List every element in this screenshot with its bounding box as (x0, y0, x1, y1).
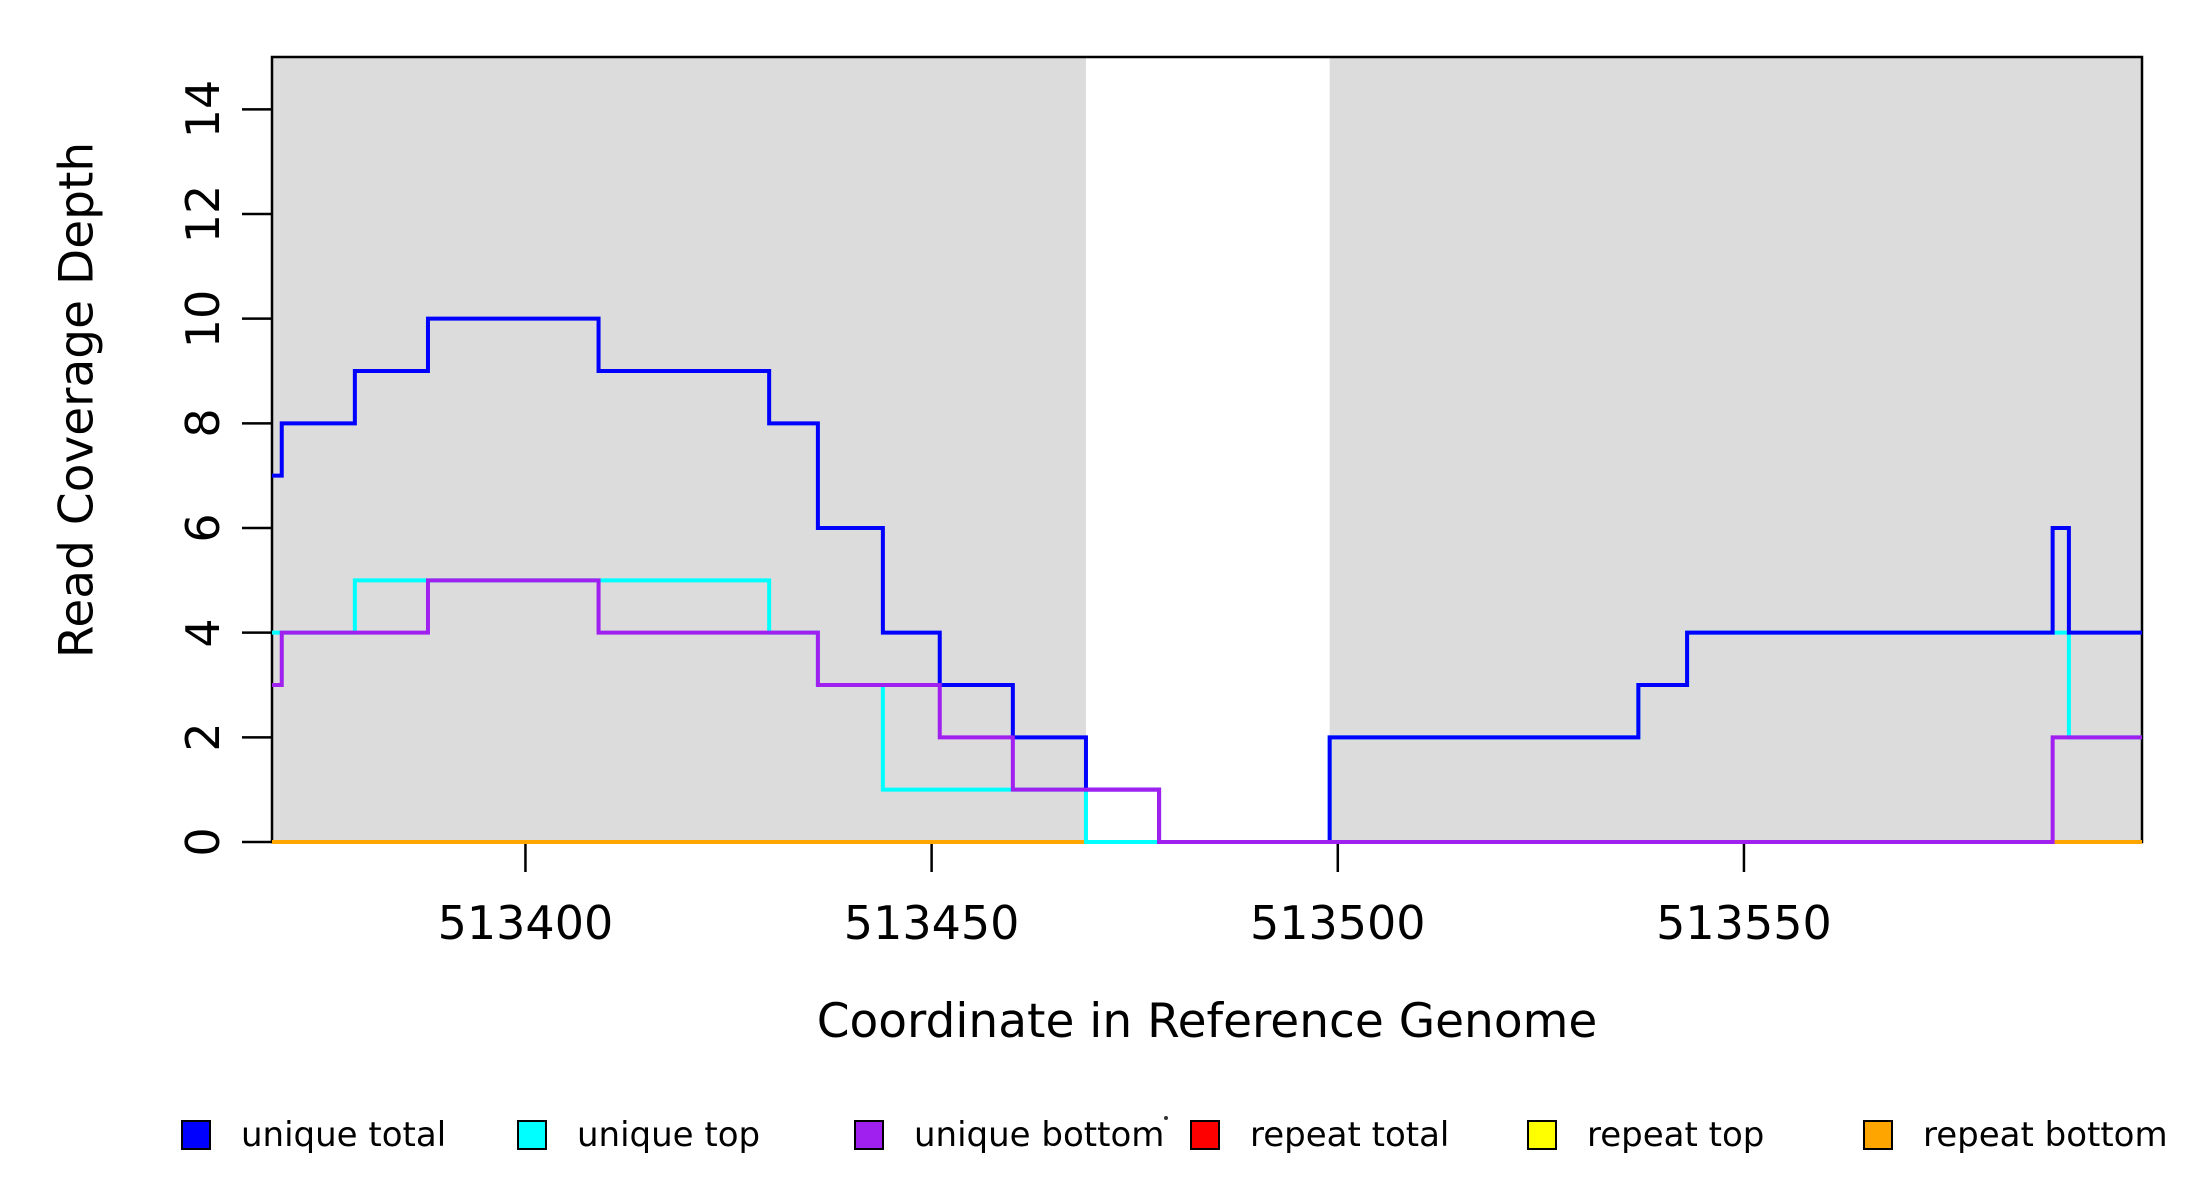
legend-swatch-icon (854, 1120, 884, 1150)
legend-label: unique top (577, 1115, 761, 1155)
x-tick-label: 513400 (437, 896, 614, 950)
x-axis-title: Coordinate in Reference Genome (816, 994, 1598, 1049)
legend-swatch-icon (1527, 1120, 1557, 1150)
y-tick-label: 14 (176, 80, 230, 139)
legend-label: repeat bottom (1923, 1115, 2168, 1155)
x-tick-label: 513450 (843, 896, 1020, 950)
legend-label: unique bottom (914, 1115, 1165, 1155)
legend-entry-unique-total: unique total (181, 1115, 447, 1155)
series-line-unique-bottom (272, 578, 2142, 844)
y-tick-label: 12 (176, 184, 230, 244)
legend-label: repeat top (1587, 1115, 1765, 1155)
y-tick-label: 10 (176, 289, 230, 348)
legend-swatch-icon (517, 1120, 547, 1150)
legend-entry-repeat-total: repeat total (1190, 1115, 1450, 1155)
y-axis-title: Read Coverage Depth (49, 141, 105, 659)
legend-entry-repeat-bottom: repeat bottom (1863, 1115, 2168, 1155)
legend-entry-repeat-top: repeat top (1527, 1115, 1765, 1155)
y-tick-label: 8 (176, 408, 230, 438)
legend-swatch-icon (181, 1120, 211, 1150)
stray-dot-artifact (1164, 1116, 1168, 1120)
x-tick-label: 513550 (1656, 896, 1832, 950)
legend-entry-unique-top: unique top (517, 1115, 761, 1155)
series-line-unique-total (272, 316, 2142, 844)
legend-swatch-icon (1863, 1120, 1893, 1150)
shaded-region-1 (272, 57, 1086, 842)
legend-label: unique total (241, 1115, 447, 1155)
x-tick-label: 513500 (1249, 896, 1426, 950)
y-tick-label: 6 (176, 513, 230, 543)
legend-swatch-icon (1190, 1120, 1220, 1150)
y-tick-label: 4 (176, 618, 230, 648)
y-tick-label: 0 (176, 827, 230, 857)
y-tick-label: 2 (176, 722, 230, 752)
legend-entry-unique-bottom: unique bottom (854, 1115, 1165, 1155)
shaded-region-2 (1329, 57, 2142, 842)
legend-label: repeat total (1250, 1115, 1450, 1155)
